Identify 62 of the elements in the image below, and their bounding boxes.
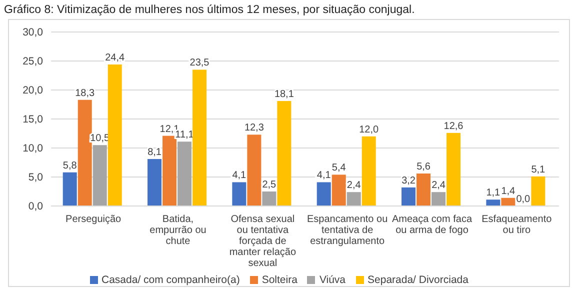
bar — [402, 187, 416, 206]
bar — [162, 136, 177, 206]
legend-label: Casada/ com companheiro(a) — [102, 274, 240, 286]
bar — [148, 159, 162, 206]
bar — [531, 176, 546, 206]
bar — [362, 136, 376, 206]
y-tick-label: 15,0 — [22, 114, 44, 126]
bar — [232, 182, 246, 206]
bar — [247, 134, 262, 206]
x-tick-label: Ameaça com faca ou arma de fogo — [392, 214, 472, 236]
data-label: 3,2 — [402, 175, 416, 186]
y-tick-label: 5,0 — [28, 172, 44, 184]
bar — [501, 198, 516, 206]
bar — [178, 142, 192, 206]
data-label: 1,1 — [486, 188, 501, 199]
data-label: 24,4 — [105, 52, 126, 64]
data-label: 2,4 — [432, 180, 446, 192]
data-label: 2,5 — [262, 180, 277, 190]
bar — [78, 100, 92, 206]
data-label: 5,8 — [62, 160, 78, 172]
data-label: 8,1 — [148, 147, 162, 158]
data-label: 5,6 — [416, 162, 431, 173]
legend-label: Separada/ Divorciada — [368, 274, 468, 286]
bar — [346, 192, 361, 206]
chart-title: Gráfico 8: Vitimização de mulheres nos últimos 12 meses, por situação conjugal. — [4, 4, 416, 16]
bar — [262, 192, 276, 206]
x-tick-label: Batida, empurrão ou chute — [150, 214, 206, 247]
data-label: 23,5 — [190, 58, 210, 69]
data-label: 12,6 — [444, 120, 464, 132]
bar — [432, 192, 446, 206]
bar — [108, 64, 122, 206]
data-label: 1,4 — [501, 186, 516, 197]
y-tick-label: 20,0 — [22, 84, 44, 97]
x-tick-label: Perseguição — [66, 214, 122, 225]
x-tick-label: Espancamento ou tentativa de estrangulamento — [307, 214, 388, 247]
legend-label: Solteira — [262, 274, 298, 286]
data-label: 12,3 — [244, 122, 264, 134]
x-tick-label: Esfaqueamento ou tiro — [482, 214, 552, 236]
legend-label: Viúva — [319, 274, 346, 286]
bar — [446, 132, 461, 206]
bar — [192, 70, 207, 206]
bar — [277, 101, 292, 206]
data-label: 4,1 — [316, 170, 332, 182]
data-label: 18,1 — [274, 89, 294, 100]
data-label: 18,3 — [75, 88, 96, 99]
bar — [416, 174, 431, 206]
y-tick-label: 10,0 — [22, 142, 44, 155]
bar — [486, 200, 500, 206]
bar — [92, 145, 107, 206]
bar — [62, 172, 77, 206]
bar — [332, 174, 346, 206]
data-label: 4,1 — [232, 170, 247, 182]
data-label: 2,4 — [346, 180, 362, 192]
y-tick-label: 30,0 — [22, 26, 44, 39]
x-tick-label: Ofensa sexual ou tentativa forçada de manter relação sexual — [229, 214, 296, 269]
data-label: 5,4 — [332, 162, 346, 174]
data-label: 12,0 — [359, 124, 380, 136]
data-label: 0,0 — [516, 194, 531, 205]
data-label: 5,1 — [531, 164, 546, 176]
y-tick-label: 0,0 — [28, 200, 44, 213]
bar — [316, 182, 331, 206]
y-tick-label: 25,0 — [22, 56, 44, 68]
